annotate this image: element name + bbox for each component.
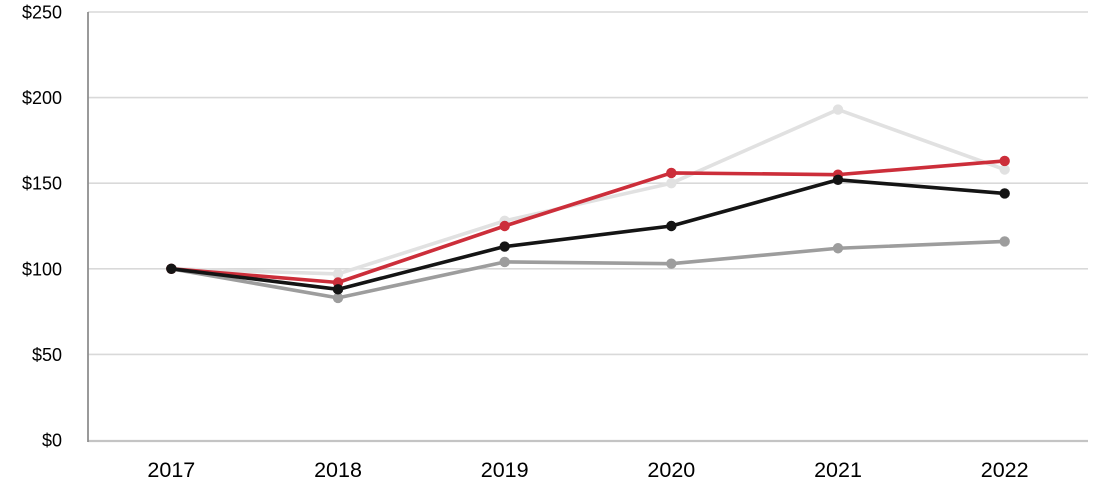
y-tick-label-50: $50 — [32, 345, 62, 365]
gray-series-line — [169, 239, 1007, 300]
y-tick-label-0: $0 — [42, 431, 62, 451]
y-tick-label-100: $100 — [22, 259, 62, 279]
black-series-line — [169, 177, 1007, 292]
light-gray-series-point-2022 — [999, 164, 1010, 175]
x-tick-label-2020: 2020 — [647, 458, 695, 482]
x-tick-label-2017: 2017 — [147, 458, 195, 482]
x-tick-label-2022: 2022 — [981, 458, 1029, 482]
red-series-point-2020 — [666, 167, 677, 179]
light-gray-series-point-2021 — [832, 104, 844, 115]
red-series-line — [169, 159, 1007, 285]
light-gray-series-line — [169, 107, 1007, 276]
light-gray-series-point-2018 — [332, 268, 344, 280]
black-series-point-2021 — [832, 174, 844, 185]
gray-series-point-2022 — [999, 236, 1010, 247]
black-series-point-2020 — [666, 220, 677, 232]
gray-series-point-2020 — [666, 258, 677, 269]
y-tick-label-250: $250 — [22, 3, 62, 23]
gray-series-point-2018 — [332, 292, 344, 304]
gray-series-point-2021 — [832, 243, 844, 254]
x-tick-label-2021: 2021 — [814, 458, 862, 482]
black-series-point-2019 — [499, 241, 510, 252]
x-tick-label-2018: 2018 — [314, 458, 362, 482]
light-gray-series-point-2020 — [666, 178, 677, 189]
y-tick-label-150: $150 — [22, 174, 62, 194]
black-series-point-2018 — [332, 284, 344, 295]
black-series-point-2017 — [166, 263, 177, 274]
black-series-point-2022 — [999, 188, 1010, 199]
red-series-point-2022 — [999, 155, 1010, 167]
gray-series-point-2019 — [499, 256, 510, 268]
x-tick-label-2019: 2019 — [481, 458, 529, 482]
red-series-point-2019 — [499, 220, 510, 232]
y-tick-label-200: $200 — [22, 88, 62, 108]
